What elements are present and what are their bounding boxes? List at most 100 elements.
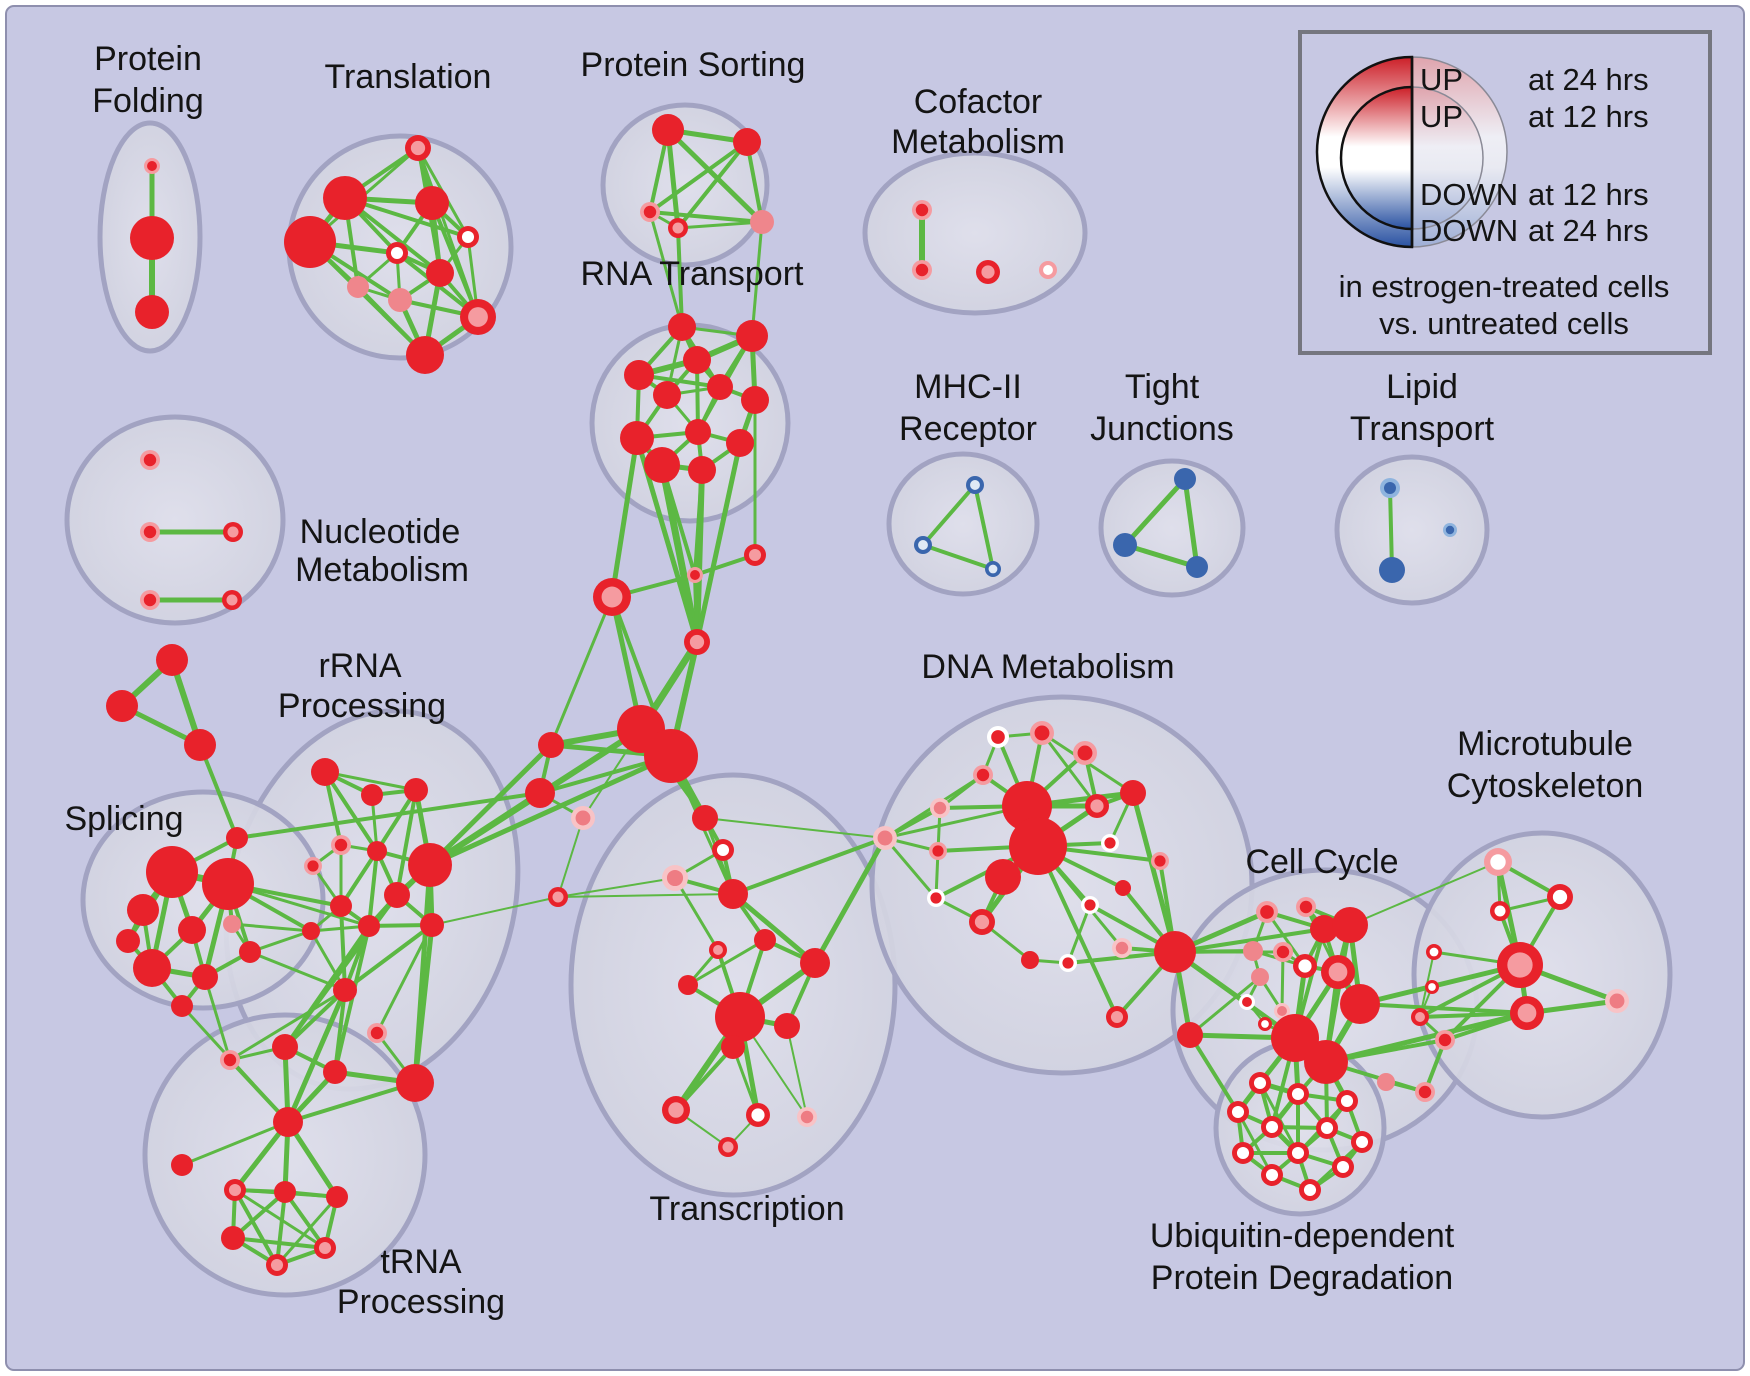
- node-pp-core: [1609, 993, 1625, 1009]
- edge: [658, 461, 701, 646]
- node-p: [1243, 941, 1263, 961]
- edge: [395, 788, 418, 897]
- legend: UP at 24 hrs UP at 12 hrs DOWN at 12 hrs DOWN a…: [1298, 30, 1712, 355]
- node-rw-core: [1303, 1183, 1317, 1197]
- node-pp-core: [1115, 941, 1129, 955]
- node-pr-core: [1077, 745, 1093, 761]
- node-rp-core: [981, 265, 995, 279]
- node-rp-core: [1507, 952, 1533, 978]
- node-rp-core: [1090, 799, 1104, 813]
- edge: [1188, 1033, 1240, 1114]
- cluster-mhc-ii-receptor-label: MHC-II: [914, 368, 1022, 406]
- node-r: [367, 841, 387, 861]
- node-r: [323, 176, 367, 220]
- edge: [676, 220, 764, 230]
- node-r: [668, 313, 696, 341]
- node-r: [538, 732, 564, 758]
- edge: [648, 210, 764, 224]
- edge: [731, 836, 887, 896]
- edge: [731, 1045, 760, 1117]
- nodes-layer: [106, 114, 1629, 1276]
- edge: [1182, 476, 1200, 570]
- node-wr-core: [1104, 837, 1116, 849]
- legend-time-2: at 12 hrs: [1528, 177, 1649, 212]
- cluster-nucleotide-metabolism-label: Metabolism: [295, 551, 469, 589]
- edge: [1349, 861, 1499, 926]
- node-b: [1113, 533, 1137, 557]
- node-rw-core: [1298, 959, 1312, 973]
- node-p: [347, 276, 369, 298]
- cluster-rrna-processing-label: rRNA: [318, 647, 401, 685]
- node-lb-core: [1445, 525, 1455, 535]
- node-lb-core: [1384, 482, 1396, 494]
- node-rp-core: [974, 914, 990, 930]
- edge: [1388, 486, 1394, 572]
- legend-inner-ring-strong: [1339, 85, 1414, 231]
- node-r: [733, 128, 761, 156]
- node-rp-core: [270, 1258, 284, 1272]
- node-r: [384, 882, 410, 908]
- node-r: [171, 995, 193, 1017]
- cluster-tight-junctions-label: Junctions: [1090, 410, 1234, 448]
- node-pr-core: [1438, 1033, 1452, 1047]
- node-rw-core: [1336, 1160, 1350, 1174]
- node-r: [221, 1226, 245, 1250]
- cluster-transcription-label: Transcription: [649, 1190, 844, 1228]
- node-rp-core: [228, 1183, 242, 1197]
- edge: [686, 938, 767, 987]
- node-r: [326, 1186, 348, 1208]
- node-r: [1310, 915, 1338, 943]
- cluster-protein-sorting-label: Protein Sorting: [581, 46, 806, 84]
- edge: [283, 924, 371, 1049]
- node-r: [688, 456, 716, 484]
- node-rw-core: [1320, 1121, 1334, 1135]
- node-rw-core: [1265, 1120, 1279, 1134]
- edge: [609, 435, 640, 600]
- node-wr-core: [1242, 997, 1252, 1007]
- cluster-microtubule-cytoskeleton-label: Microtubule: [1457, 725, 1633, 763]
- node-r: [404, 778, 428, 802]
- node-r: [1271, 1014, 1319, 1062]
- node-pr-core: [370, 1026, 384, 1040]
- node-r: [685, 419, 711, 445]
- node-r: [284, 216, 336, 268]
- edge: [333, 988, 347, 1074]
- node-pr-core: [143, 593, 157, 607]
- node-wr-core: [1084, 899, 1096, 911]
- node-rw-core: [751, 1108, 765, 1122]
- node-r: [330, 895, 352, 917]
- edge: [286, 1081, 417, 1124]
- node-r: [774, 1013, 800, 1039]
- node-pr-core: [976, 768, 990, 782]
- node-r: [678, 975, 698, 995]
- cluster-nucleotide-metabolism-ellipse: [64, 414, 286, 626]
- edge: [233, 1188, 327, 1250]
- node-rp-core: [1517, 1003, 1537, 1023]
- edge: [665, 127, 765, 225]
- node-rw-core: [390, 246, 404, 260]
- edge: [1122, 542, 1200, 570]
- node-bw-core: [918, 540, 928, 550]
- node-p: [750, 210, 774, 234]
- cluster-translation-label: Translation: [325, 58, 492, 96]
- edge: [427, 753, 674, 868]
- node-rp-core: [689, 634, 705, 650]
- edge: [665, 127, 681, 231]
- node-pp-core: [877, 830, 893, 846]
- node-r: [1120, 780, 1146, 806]
- edge: [557, 877, 676, 898]
- node-r: [116, 929, 140, 953]
- node-r: [1340, 984, 1380, 1024]
- node-rw-core: [1231, 1105, 1245, 1119]
- edge: [375, 923, 434, 1035]
- node-b: [1186, 556, 1208, 578]
- edge: [730, 891, 818, 966]
- node-rp-core: [1328, 962, 1348, 982]
- node-p: [1251, 968, 1269, 986]
- edge: [198, 743, 239, 840]
- node-pr-core: [915, 263, 929, 277]
- edge: [786, 1025, 808, 1118]
- node-rp-core: [552, 891, 564, 903]
- edge: [430, 201, 480, 319]
- node-r: [721, 1035, 745, 1059]
